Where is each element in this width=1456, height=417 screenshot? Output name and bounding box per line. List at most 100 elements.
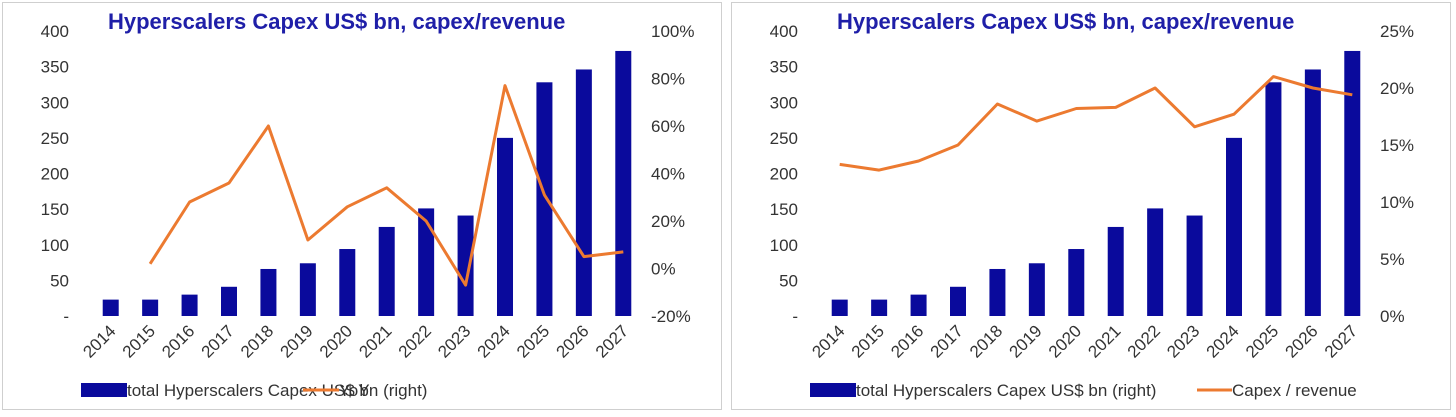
c2-legend-bar-label: total Hyperscalers Capex US$ bn (right) [856, 381, 1156, 400]
c1-x-tick-label: 2021 [355, 321, 395, 361]
c2-left-tick-label: 300 [770, 93, 798, 112]
c1-line-series [148, 84, 624, 287]
c2-right-tick-label: 0% [1380, 307, 1405, 326]
c1-bar-2017 [221, 286, 237, 316]
c1-bar-2014 [102, 299, 119, 316]
c1-left-tick-label: 200 [41, 165, 69, 184]
c2-title: Hyperscalers Capex US$ bn, capex/revenue [837, 9, 1294, 34]
c2-bar-2017 [950, 286, 966, 316]
c2-left-tick-label: 250 [770, 129, 798, 148]
c1-x-tick-label: 2019 [277, 321, 317, 361]
c1-bar-2022 [418, 208, 435, 316]
c2-right-tick-label: 5% [1380, 250, 1405, 269]
c1-left-tick-label: 300 [41, 93, 69, 112]
c2-x-tick-label: 2024 [1203, 321, 1243, 361]
c1-x-tick-label: 2027 [592, 321, 632, 361]
c2-x-tick-label: 2017 [927, 321, 967, 361]
c1-x-tick-label: 2026 [553, 321, 593, 361]
c2-legend-bar-swatch [810, 383, 856, 397]
c1-x-tick-label: 2024 [474, 321, 514, 361]
c2-left-tick-label: 350 [770, 58, 798, 77]
c1-bar-2026 [575, 69, 592, 316]
c1-left-tick-label: 350 [41, 58, 69, 77]
c1-left-tick-label: 250 [41, 129, 69, 148]
c1-left-tick-label: 100 [41, 236, 69, 255]
c2-x-tick-label: 2023 [1163, 321, 1203, 361]
c2-left-tick-label: 50 [779, 271, 798, 290]
c2-bar-2027 [1344, 50, 1361, 316]
c1-bar-2025 [536, 82, 553, 316]
c2-x-tick-label: 2016 [887, 321, 927, 361]
c2-x-tick-label: 2020 [1045, 321, 1085, 361]
c1-x-tick-label: 2022 [395, 321, 435, 361]
c2-bar-2018 [989, 268, 1006, 316]
c2-legend-line-label: Capex / revenue [1232, 381, 1357, 400]
c1-left-tick-label: 150 [41, 200, 69, 219]
c1-legend-bar-label: total Hyperscalers Capex US$ bn (right) [127, 381, 427, 400]
c1-bar-2024 [497, 137, 513, 316]
c1-bar-2018 [260, 268, 277, 316]
chart-panel-capex-yoy: Hyperscalers Capex US$ bn, capex/revenue… [2, 2, 722, 410]
c1-right-tick-label: 20% [651, 212, 685, 231]
c1-left-tick-label: - [63, 307, 69, 326]
c2-bar-2025 [1265, 82, 1282, 316]
c2-x-tick-label: 2021 [1084, 321, 1124, 361]
c2-bar-2021 [1107, 226, 1124, 316]
c1-bar-2020 [339, 249, 356, 316]
c2-x-tick-label: 2025 [1242, 321, 1282, 361]
c1-x-tick-label: 2014 [79, 321, 119, 361]
chart-capex-yoy: Hyperscalers Capex US$ bn, capex/revenue… [41, 9, 695, 400]
c1-right-tick-label: -20% [651, 307, 691, 326]
c2-bar-2026 [1304, 69, 1321, 316]
c1-x-tick-label: 2017 [198, 321, 238, 361]
c1-bar-2021 [378, 226, 395, 316]
c2-left-tick-label: 400 [770, 22, 798, 41]
c1-right-tick-label: 40% [651, 165, 685, 184]
chart-panel-capex-revenue: Hyperscalers Capex US$ bn, capex/revenue… [731, 2, 1451, 410]
c2-bar-2024 [1226, 137, 1242, 316]
c2-bar-2016 [910, 294, 927, 316]
c2-right-tick-label: 10% [1380, 193, 1414, 212]
c2-x-tick-label: 2026 [1282, 321, 1322, 361]
c2-bar-2020 [1068, 249, 1085, 316]
c1-x-tick-label: 2015 [119, 321, 159, 361]
c2-x-tick-label: 2027 [1321, 321, 1361, 361]
c1-title: Hyperscalers Capex US$ bn, capex/revenue [108, 9, 565, 34]
c1-right-tick-label: 60% [651, 117, 685, 136]
c2-x-tick-label: 2015 [848, 321, 888, 361]
c1-legend-line-label: YoY [339, 381, 370, 400]
c2-x-tick-label: 2018 [966, 321, 1006, 361]
chart-capex-revenue: Hyperscalers Capex US$ bn, capex/revenue… [770, 9, 1414, 400]
c1-right-tick-label: 80% [651, 70, 685, 89]
c1-bar-2016 [181, 294, 198, 316]
c1-bar-2019 [299, 263, 316, 316]
c2-bar-2022 [1147, 208, 1164, 316]
c2-bar-2014 [831, 299, 848, 316]
c1-left-tick-label: 400 [41, 22, 69, 41]
c2-bar-2023 [1186, 215, 1203, 316]
c2-bar-2015 [871, 299, 888, 316]
c1-x-tick-label: 2018 [237, 321, 277, 361]
c1-x-tick-label: 2020 [316, 321, 356, 361]
c1-x-tick-label: 2016 [158, 321, 198, 361]
c1-x-tick-label: 2023 [434, 321, 474, 361]
c2-x-tick-label: 2022 [1124, 321, 1164, 361]
c1-legend-bar-swatch [81, 383, 127, 397]
c1-bar-2023 [457, 215, 474, 316]
c2-left-tick-label: 200 [770, 165, 798, 184]
c1-bar-2015 [142, 299, 159, 316]
c2-bar-2019 [1028, 263, 1045, 316]
c2-right-tick-label: 20% [1380, 79, 1414, 98]
c2-x-tick-label: 2014 [808, 321, 848, 361]
c2-right-tick-label: 15% [1380, 136, 1414, 155]
c1-left-tick-label: 50 [50, 271, 69, 290]
c1-x-tick-label: 2025 [513, 321, 553, 361]
c1-right-tick-label: 100% [651, 22, 694, 41]
c2-left-tick-label: 100 [770, 236, 798, 255]
c2-x-tick-label: 2019 [1006, 321, 1046, 361]
c2-right-tick-label: 25% [1380, 22, 1414, 41]
c2-left-tick-label: - [792, 307, 798, 326]
c2-line-series [839, 75, 1353, 172]
c1-bar-2027 [615, 50, 632, 316]
c2-left-tick-label: 150 [770, 200, 798, 219]
